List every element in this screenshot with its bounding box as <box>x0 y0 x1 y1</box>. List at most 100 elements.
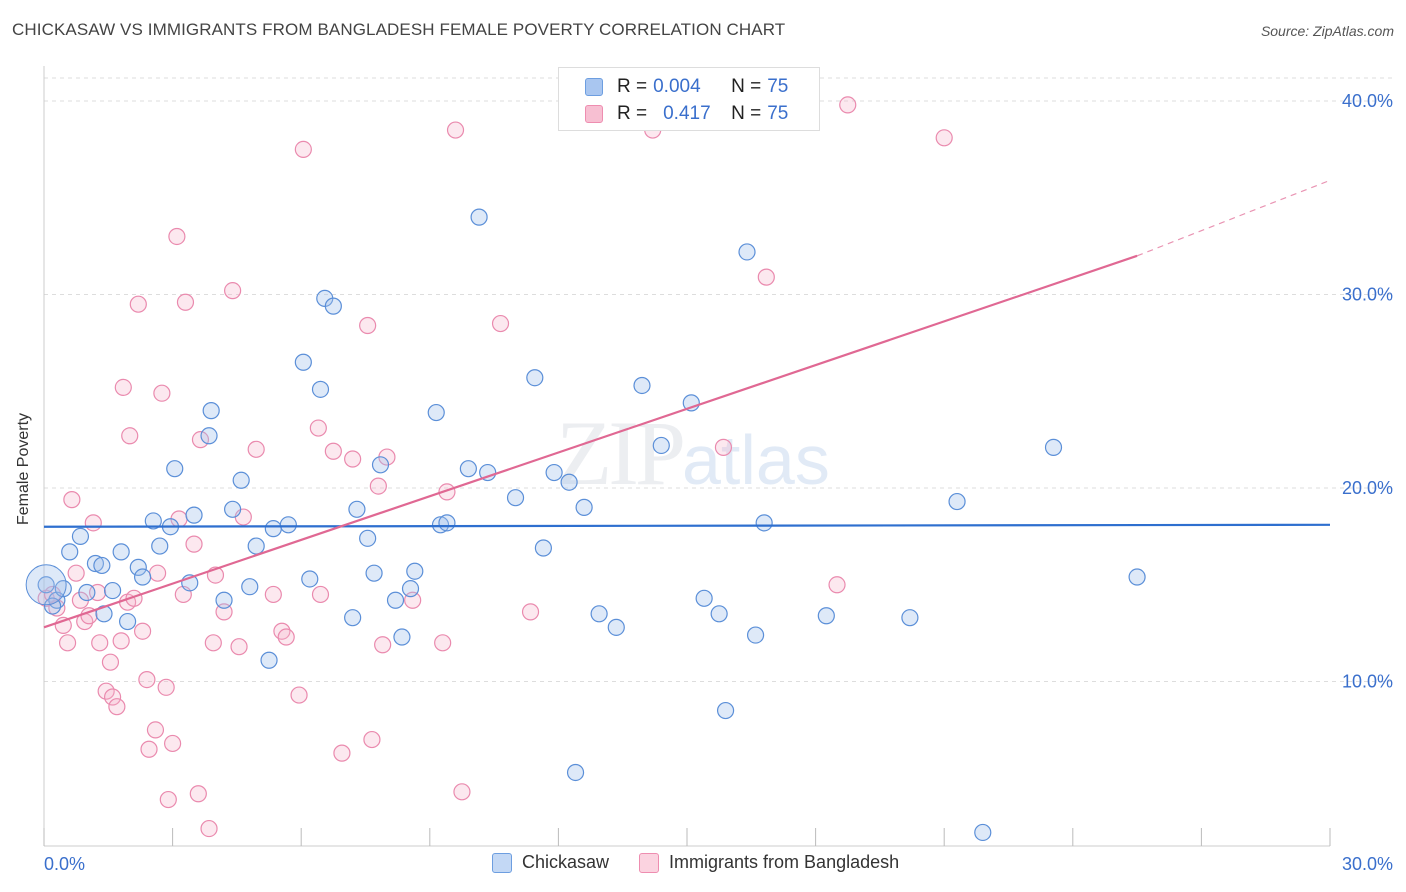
bangladesh-point <box>374 636 392 654</box>
bangladesh-point <box>101 653 120 671</box>
chickasaw-point <box>470 208 488 226</box>
chickasaw-point <box>427 403 445 422</box>
bangladesh-point <box>189 785 207 803</box>
chickasaw-point <box>948 492 966 511</box>
bangladesh-point <box>290 686 308 704</box>
bangladesh-point <box>97 682 115 700</box>
chickasaw-point <box>61 543 79 561</box>
bangladesh-point <box>112 632 130 650</box>
chickasaw-point <box>200 427 218 445</box>
chickasaw-point <box>324 297 342 315</box>
legend-row-chickasaw: R = 0.004 N = 75 <box>585 74 788 100</box>
bangladesh-point <box>264 585 282 604</box>
bangladesh-point <box>140 740 158 758</box>
bangladesh-point <box>204 634 222 652</box>
chickasaw-point <box>545 463 563 482</box>
bangladesh-point <box>333 744 351 762</box>
chickasaw-point <box>247 537 265 555</box>
x-tick-label: 0.0% <box>44 854 85 874</box>
chickasaw-point <box>202 402 220 420</box>
bangladesh-point <box>277 628 295 646</box>
chickasaw-point <box>185 506 203 524</box>
bangladesh-point <box>191 431 210 449</box>
chickasaw-point <box>151 537 169 555</box>
y-tick-label: 30.0% <box>1342 285 1393 305</box>
bangladesh-point <box>230 638 248 656</box>
bangladesh-point <box>121 427 139 445</box>
bangladesh-point <box>311 585 330 604</box>
chickasaw-point <box>279 516 297 534</box>
chickasaw-point <box>365 564 383 582</box>
bangladesh-trend-line <box>43 254 1138 629</box>
zipatlas-watermark: ZIPatlas <box>556 400 830 506</box>
chickasaw-point <box>607 618 625 636</box>
chickasaw-point <box>224 500 242 518</box>
chickasaw-point <box>86 554 105 573</box>
legend-item-chickasaw: Chickasaw <box>492 852 609 873</box>
legend-label-chickasaw: Chickasaw <box>522 852 610 872</box>
bangladesh-point <box>344 450 362 468</box>
chickasaw-point <box>264 520 282 538</box>
watermark-atlas: atlas <box>682 421 830 499</box>
chickasaw-point <box>974 823 992 842</box>
chickasaw-point <box>232 471 250 489</box>
chickasaw-point <box>817 607 835 625</box>
bangladesh-point <box>363 730 381 749</box>
legend-swatch-chickasaw <box>492 852 512 873</box>
chickasaw-point <box>54 580 72 598</box>
legend-item-bangladesh: Immigrants from Bangladesh <box>639 852 899 873</box>
chickasaw-point <box>738 243 756 261</box>
chickasaw-trend-line <box>43 523 1331 528</box>
chickasaw-point <box>633 376 651 395</box>
chickasaw-point <box>393 628 411 646</box>
chickasaw-point <box>294 353 312 371</box>
bangladesh-point <box>757 268 775 286</box>
chickasaw-point <box>301 570 319 588</box>
bangladesh-point <box>91 634 109 652</box>
chickasaw-point <box>359 529 377 547</box>
bangladesh-point <box>176 293 195 311</box>
chickasaw-point <box>566 763 585 782</box>
legend-swatch-bangladesh <box>639 852 660 873</box>
bangladesh-point <box>84 514 102 532</box>
bangladesh-point <box>129 295 147 313</box>
chickasaw-point <box>215 591 233 609</box>
bangladesh-point <box>839 96 857 114</box>
legend-r-label: R = <box>617 76 648 97</box>
bangladesh-point <box>153 384 171 402</box>
chickasaw-point <box>652 436 670 455</box>
chickasaw-point <box>1128 568 1146 586</box>
bangladesh-point <box>103 688 122 706</box>
chickasaw-point <box>37 576 55 594</box>
chickasaw-point <box>431 516 450 534</box>
chickasaw-cluster-point <box>25 564 67 606</box>
chickasaw-point <box>103 581 122 600</box>
chart-title: CHICKASAW VS IMMIGRANTS FROM BANGLADESH … <box>12 20 786 39</box>
chickasaw-point <box>386 591 405 609</box>
chickasaw-point <box>311 380 330 398</box>
bangladesh-point <box>164 734 182 753</box>
y-tick-label: 20.0% <box>1342 478 1393 498</box>
bangladesh-point <box>114 378 132 397</box>
chickasaw-point <box>526 369 544 387</box>
chickasaw-point <box>118 612 137 631</box>
bangladesh-point <box>359 316 377 335</box>
y-axis-label: Female Poverty <box>15 412 32 525</box>
bangladesh-point <box>168 227 186 246</box>
bangladesh-point <box>58 634 77 652</box>
legend-n-value: 75 <box>767 76 789 97</box>
bangladesh-point <box>324 442 342 460</box>
bangladesh-point <box>714 438 733 456</box>
chickasaw-point <box>1044 438 1063 456</box>
legend-swatch-blue <box>585 78 603 96</box>
chickasaw-point <box>406 562 424 580</box>
bangladesh-point <box>521 603 540 621</box>
legend-r-value: 0.417 <box>663 103 711 124</box>
chickasaw-point <box>716 701 735 720</box>
bangladesh-point <box>200 819 218 838</box>
legend-r-value: 0.004 <box>653 76 701 97</box>
y-tick-label: 10.0% <box>1342 672 1393 692</box>
legend-row-bangladesh: R = 0.417 N = 75 <box>585 101 788 127</box>
chickasaw-point <box>348 500 366 518</box>
